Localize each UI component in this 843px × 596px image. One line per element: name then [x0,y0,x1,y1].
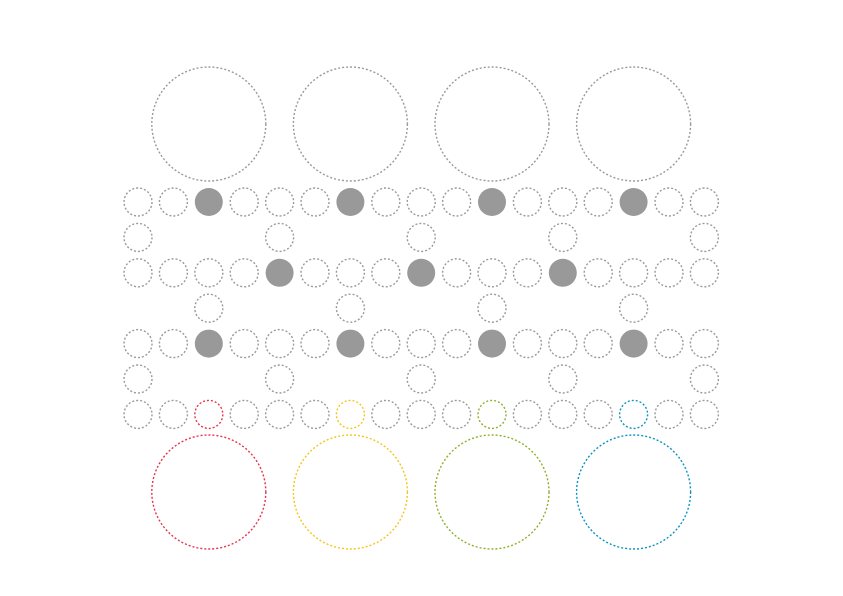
empty-spot[interactable] [441,187,472,217]
empty-spot[interactable] [371,328,401,359]
empty-spot[interactable] [123,222,153,253]
empty-spot[interactable] [654,187,684,217]
empty-spot[interactable] [583,187,613,217]
empty-spot[interactable] [300,328,330,359]
empty-spot[interactable] [406,364,436,394]
empty-spot[interactable] [477,293,507,323]
empty-spot[interactable] [194,258,224,288]
empty-spot[interactable] [618,258,649,288]
filled-spot[interactable] [336,329,365,358]
filled-spot[interactable] [407,258,436,287]
filled-spot[interactable] [619,188,648,216]
empty-spot[interactable] [689,328,720,359]
empty-spot[interactable] [512,399,543,430]
empty-spot[interactable] [300,187,330,217]
empty-spot[interactable] [123,258,153,288]
empty-spot[interactable] [689,258,720,288]
filled-spot[interactable] [194,329,223,358]
yellow-home-circle[interactable] [292,434,409,550]
empty-spot[interactable] [264,364,295,394]
top-home-circle-3[interactable] [434,66,550,182]
empty-spot[interactable] [371,258,401,288]
empty-spot[interactable] [583,258,613,288]
empty-spot[interactable] [229,258,259,288]
filled-spot[interactable] [194,188,223,216]
empty-spot[interactable] [512,328,543,359]
empty-spot[interactable] [654,328,684,359]
empty-spot[interactable] [548,222,578,253]
empty-spot[interactable] [477,258,507,288]
empty-spot[interactable] [123,187,153,217]
empty-spot[interactable] [548,328,578,359]
empty-spot[interactable] [194,293,224,323]
empty-spot[interactable] [512,258,543,288]
yellow-spot[interactable] [335,399,366,430]
empty-spot[interactable] [264,187,295,217]
blue-spot[interactable] [618,399,649,430]
bottom-circles [151,434,692,550]
empty-spot[interactable] [689,187,720,217]
green-home-circle[interactable] [434,434,550,550]
top-home-circle-4[interactable] [575,66,692,182]
blue-home-circle[interactable] [575,434,692,550]
empty-spot[interactable] [123,399,153,430]
empty-spot[interactable] [689,364,720,394]
empty-spot[interactable] [264,222,295,253]
empty-spot[interactable] [548,399,578,430]
empty-spot[interactable] [371,187,401,217]
empty-spot[interactable] [229,328,259,359]
empty-spot[interactable] [335,258,366,288]
empty-spot[interactable] [512,187,543,217]
filled-spot[interactable] [478,329,506,358]
empty-spot[interactable] [689,399,720,430]
empty-spot[interactable] [300,399,330,430]
empty-spot[interactable] [264,328,295,359]
empty-spot[interactable] [264,399,295,430]
filled-spot[interactable] [265,258,294,287]
board-grid [123,187,720,430]
empty-spot[interactable] [441,399,472,430]
empty-spot[interactable] [158,328,189,359]
empty-spot[interactable] [123,364,153,394]
empty-spot[interactable] [689,222,720,253]
empty-spot[interactable] [158,258,189,288]
empty-spot[interactable] [123,328,153,359]
empty-spot[interactable] [441,258,472,288]
empty-spot[interactable] [406,222,436,253]
empty-spot[interactable] [654,258,684,288]
empty-spot[interactable] [300,258,330,288]
empty-spot[interactable] [406,328,436,359]
empty-spot[interactable] [548,187,578,217]
empty-spot[interactable] [654,399,684,430]
green-spot[interactable] [477,399,507,430]
top-home-circle-1[interactable] [151,66,267,182]
empty-spot[interactable] [158,399,189,430]
empty-spot[interactable] [441,328,472,359]
filled-spot[interactable] [548,258,577,287]
empty-spot[interactable] [583,328,613,359]
filled-spot[interactable] [336,188,365,216]
empty-spot[interactable] [406,187,436,217]
top-home-circle-2[interactable] [292,66,409,182]
empty-spot[interactable] [371,399,401,430]
filled-spot[interactable] [478,188,506,216]
empty-spot[interactable] [229,187,259,217]
top-circles [151,66,692,182]
red-home-circle[interactable] [151,434,267,550]
red-spot[interactable] [194,399,224,430]
empty-spot[interactable] [548,364,578,394]
empty-spot[interactable] [158,187,189,217]
filled-spot[interactable] [619,329,648,358]
empty-spot[interactable] [618,293,649,323]
empty-spot[interactable] [335,293,366,323]
empty-spot[interactable] [406,399,436,430]
empty-spot[interactable] [229,399,259,430]
empty-spot[interactable] [583,399,613,430]
